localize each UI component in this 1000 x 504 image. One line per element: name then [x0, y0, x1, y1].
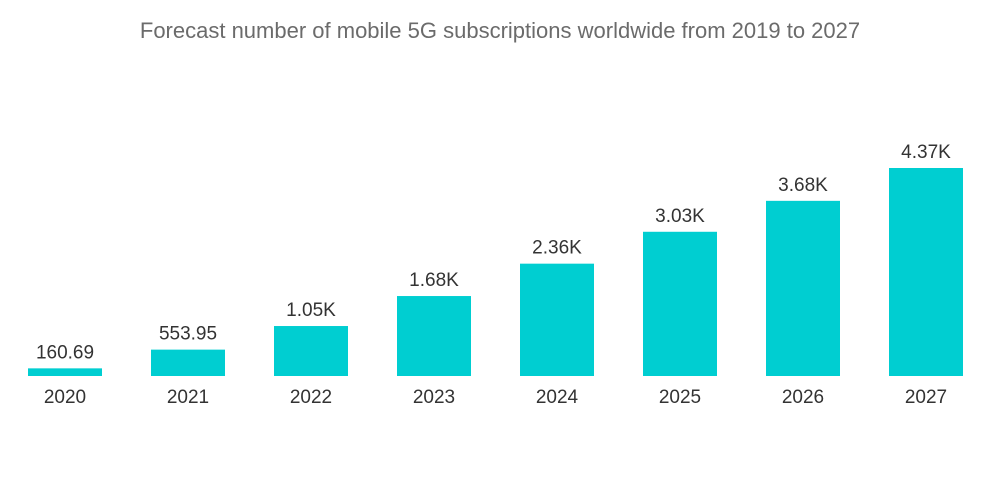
data-label-2027: 4.37K: [901, 142, 951, 163]
data-label-2024: 2.36K: [532, 238, 582, 259]
bar-2022: [274, 326, 348, 376]
x-tick-label-2022: 2022: [290, 387, 332, 408]
x-tick-label-2023: 2023: [413, 387, 455, 408]
data-label-2025: 3.03K: [655, 206, 705, 227]
x-tick-label-2027: 2027: [905, 387, 947, 408]
data-label-2021: 553.95: [159, 324, 217, 345]
x-tick-label-2020: 2020: [44, 387, 86, 408]
data-label-2023: 1.68K: [409, 270, 459, 291]
x-tick-label-2021: 2021: [167, 387, 209, 408]
x-tick-label-2024: 2024: [536, 387, 579, 408]
bar-2023: [397, 296, 471, 376]
bar-2020: [28, 368, 102, 376]
x-tick-label-2026: 2026: [782, 387, 824, 408]
bar-2025: [643, 231, 717, 376]
bar-2021: [151, 349, 225, 376]
data-label-2026: 3.68K: [778, 175, 828, 196]
bar-2024: [520, 263, 594, 376]
x-tick-label-2025: 2025: [659, 387, 701, 408]
data-label-2022: 1.05K: [286, 300, 336, 321]
bar-2026: [766, 200, 840, 376]
chart-title: Forecast number of mobile 5G subscriptio…: [139, 18, 861, 43]
bar-2027: [889, 168, 963, 376]
data-label-2020: 160.69: [36, 342, 94, 363]
